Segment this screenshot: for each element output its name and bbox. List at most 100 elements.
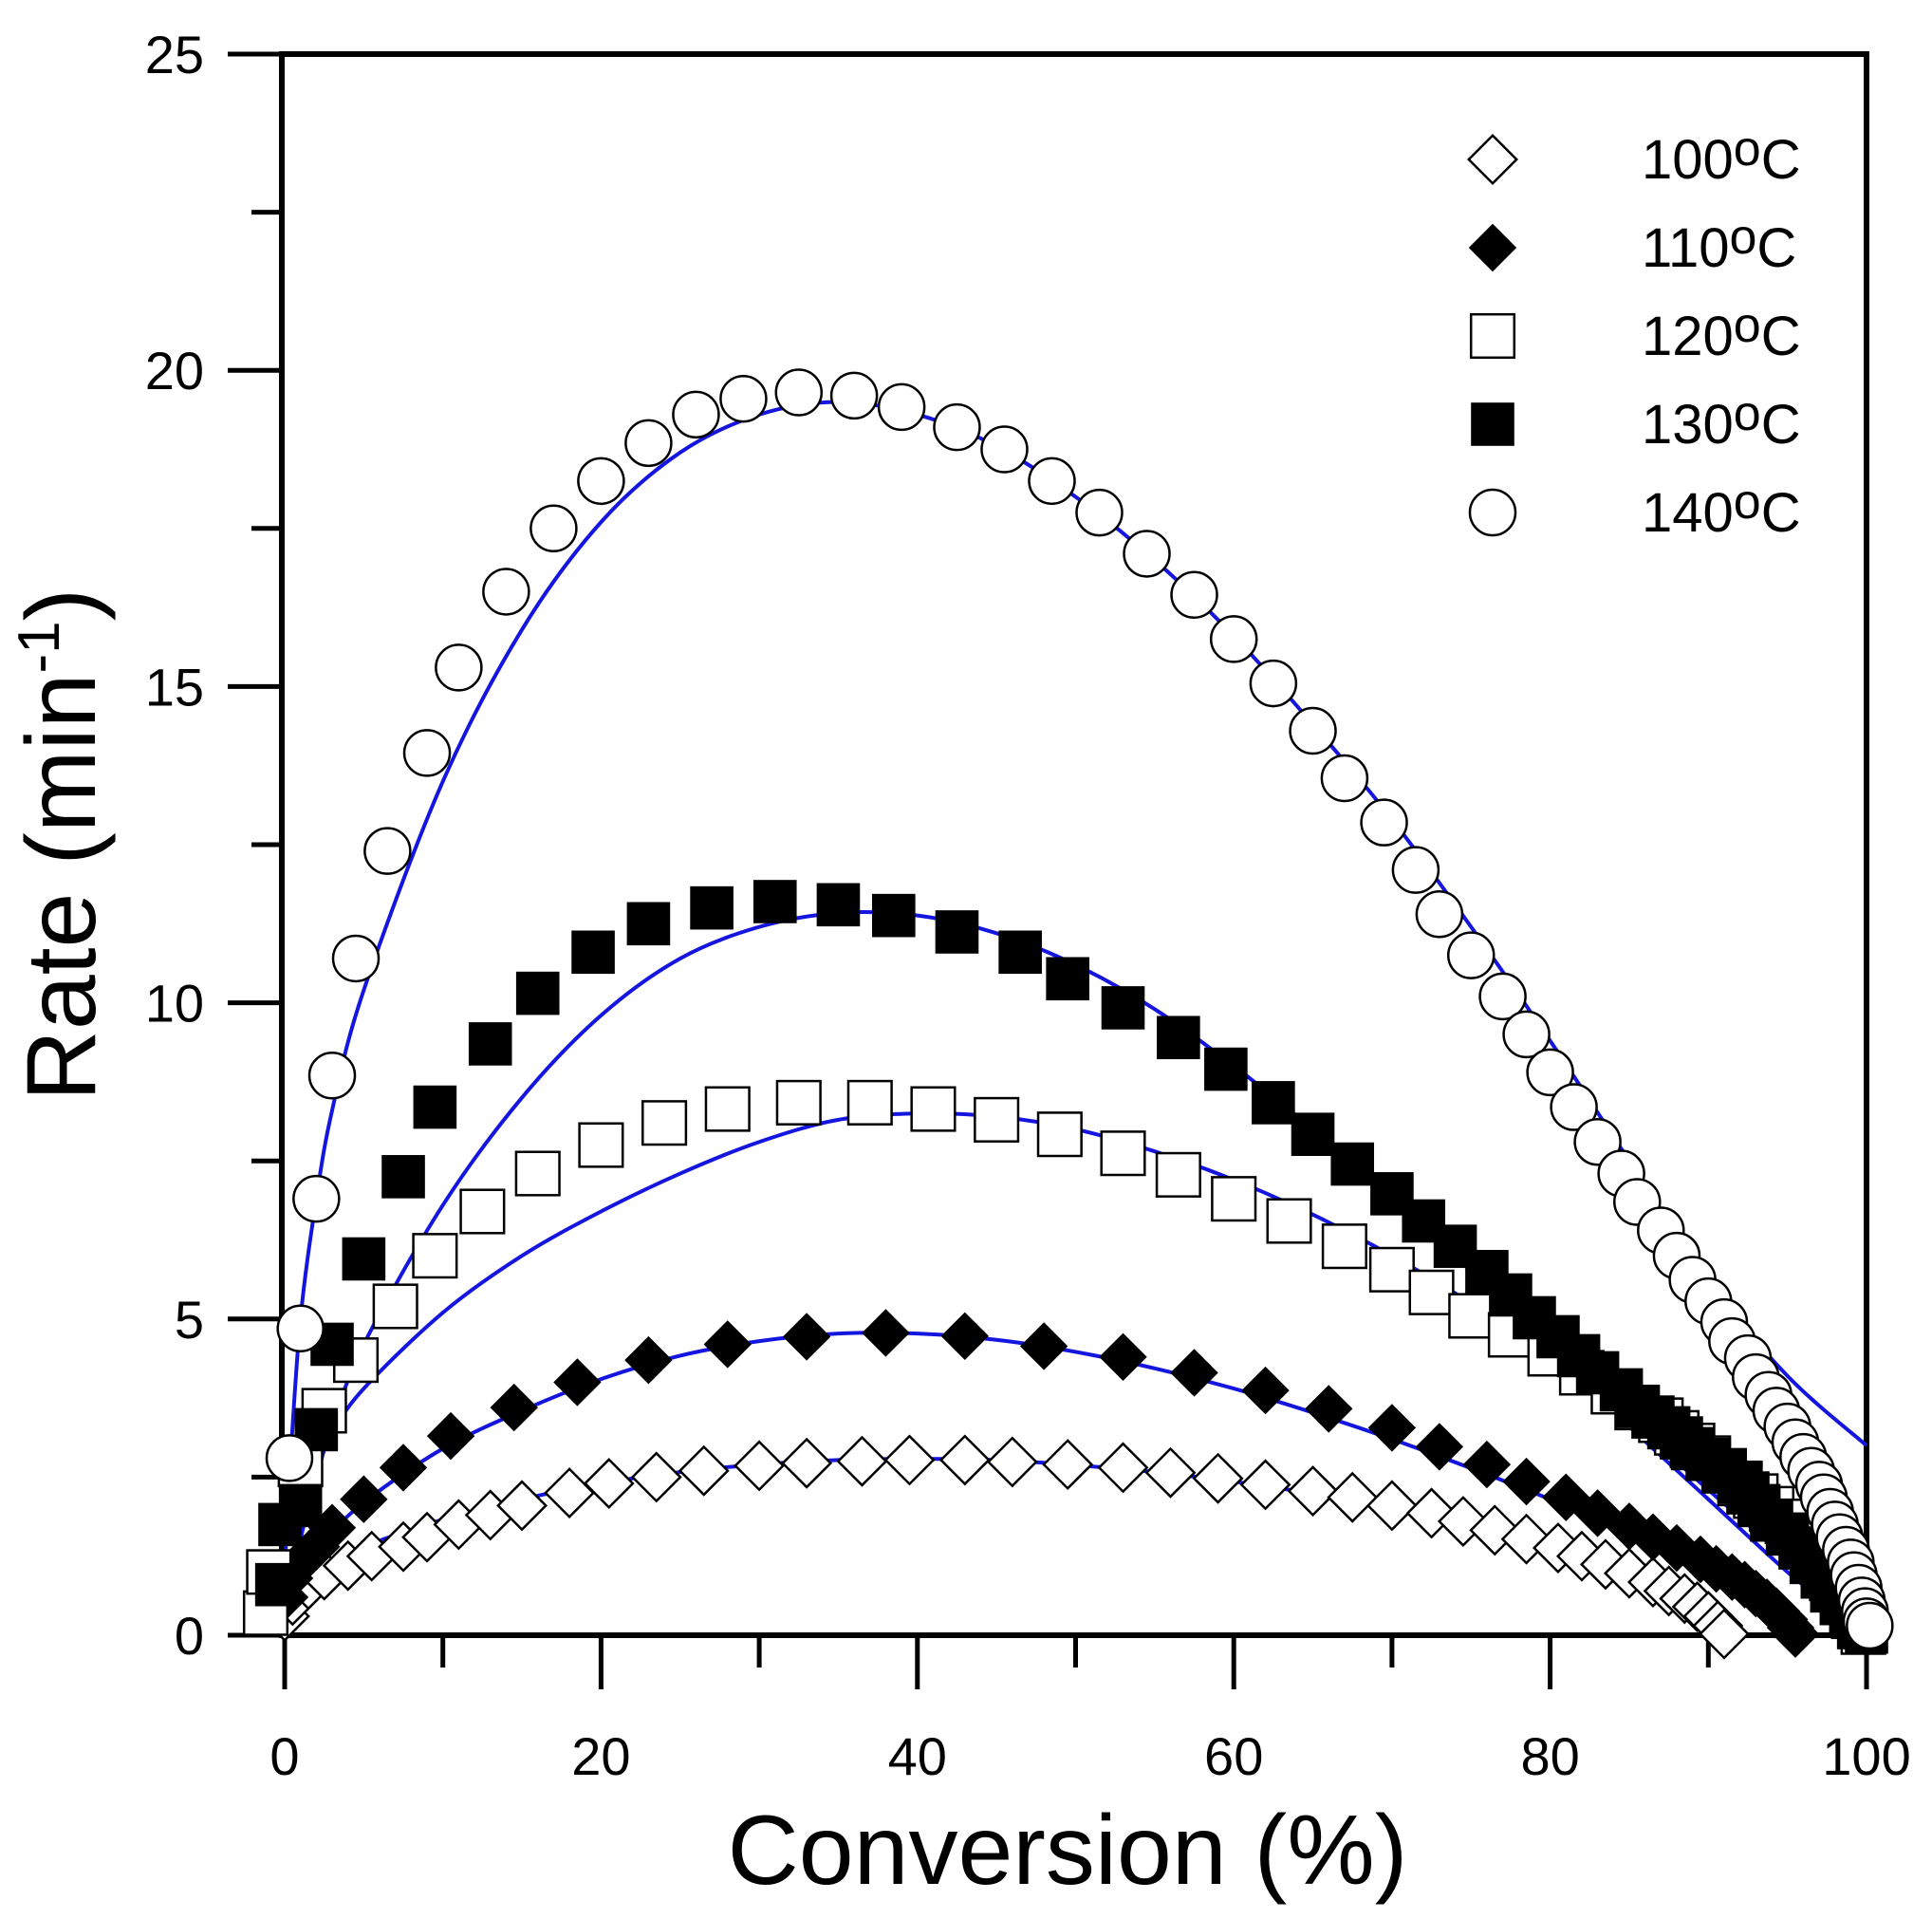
data-point-140 (624, 419, 673, 468)
data-point-110 (1462, 1440, 1512, 1489)
y-axis-ticks: 0 5 10 15 20 25 (145, 25, 282, 1666)
data-point-140 (435, 643, 483, 692)
data-point-100 (1405, 1487, 1458, 1539)
data-point-130 (871, 893, 916, 938)
data-point-100 (583, 1458, 635, 1510)
x-tick-label: 40 (888, 1726, 947, 1786)
legend-marker (1468, 488, 1517, 537)
data-point-130 (752, 880, 797, 923)
x-tick-label: 60 (1204, 1726, 1263, 1786)
x-axis-ticks: 0 20 40 60 80 100 (269, 1635, 1911, 1786)
data-point-120 (1100, 1130, 1146, 1177)
data-point-110 (703, 1320, 752, 1369)
data-point-130 (1046, 957, 1089, 1001)
legend-label: 140oC (1642, 475, 1801, 544)
data-point-140 (1360, 798, 1408, 847)
data-point-100 (1287, 1465, 1339, 1518)
data-point-140 (1550, 1083, 1598, 1131)
data-point-100 (1365, 1480, 1418, 1532)
y-axis-title: Rate (min-1) (7, 588, 117, 1102)
data-point-140 (307, 1051, 357, 1100)
data-point-100 (883, 1434, 936, 1486)
data-point-110 (1676, 1535, 1725, 1584)
data-point-110 (1241, 1366, 1290, 1415)
data-point-110 (379, 1444, 428, 1492)
data-point-140 (1170, 570, 1218, 620)
data-point-140 (933, 402, 981, 452)
data-point-140 (265, 1434, 314, 1482)
y-tick-label: 25 (145, 25, 204, 84)
data-point-100 (1239, 1459, 1291, 1511)
data-point-110 (782, 1313, 831, 1361)
data-point-100 (544, 1467, 596, 1519)
data-point-110 (1415, 1423, 1464, 1471)
data-point-110 (940, 1312, 990, 1360)
data-point-140 (1846, 1601, 1894, 1650)
data-point-110 (862, 1309, 910, 1357)
data-point-110 (1170, 1349, 1218, 1397)
data-point-120 (846, 1079, 893, 1126)
data-point-110 (1019, 1322, 1068, 1370)
data-point-130 (1204, 1047, 1248, 1091)
y-tick-label: 15 (145, 657, 204, 717)
data-point-100 (1469, 1504, 1521, 1556)
data-point-100 (836, 1435, 888, 1487)
data-point-140 (402, 729, 452, 777)
data-point-100 (1699, 1608, 1750, 1660)
data-point-130 (381, 1155, 425, 1199)
data-point-140 (1391, 846, 1440, 894)
data-point-100 (734, 1440, 786, 1492)
data-point-130 (935, 910, 979, 954)
data-point-120 (412, 1233, 458, 1279)
data-point-140 (1447, 931, 1495, 979)
data-point-120 (1408, 1269, 1455, 1315)
data-point-110 (553, 1358, 602, 1407)
data-point-110 (307, 1503, 357, 1552)
data-point-100 (986, 1436, 1038, 1488)
data-point-100 (1500, 1513, 1552, 1565)
data-point-110 (1573, 1489, 1622, 1537)
data-point-120 (1448, 1293, 1495, 1339)
data-point-140 (1075, 488, 1124, 537)
data-point-110 (1367, 1404, 1417, 1452)
data-point-130 (626, 902, 671, 946)
data-point-140 (482, 568, 530, 616)
y-tick-label: 0 (175, 1606, 204, 1666)
data-point-100 (1437, 1496, 1489, 1548)
x-axis-title: Conversion (%) (728, 1796, 1408, 1906)
legend: 100oC 110oC 120oC 130oC 140oC (1467, 121, 1801, 544)
legend-marker (1469, 312, 1516, 360)
data-point-120 (372, 1283, 418, 1330)
data-point-130 (254, 1562, 299, 1607)
data-point-100 (1042, 1439, 1094, 1491)
data-point-120 (641, 1100, 688, 1146)
data-point-130 (816, 883, 861, 927)
data-point-110 (490, 1383, 538, 1432)
data-point-100 (1144, 1446, 1197, 1499)
data-point-100 (938, 1434, 991, 1486)
data-point-100 (781, 1437, 833, 1489)
data-point-140 (980, 425, 1029, 474)
data-point-120 (578, 1122, 624, 1168)
data-point-140 (577, 456, 625, 506)
data-point-110 (340, 1475, 388, 1523)
x-tick-label: 0 (269, 1726, 299, 1786)
data-point-140 (331, 934, 381, 983)
data-point-140 (719, 374, 768, 423)
data-point-140 (292, 1174, 341, 1223)
data-point-140 (877, 382, 926, 432)
data-point-100 (496, 1480, 548, 1532)
data-point-130 (342, 1237, 386, 1281)
data-point-130 (515, 971, 560, 1015)
x-tick-label: 80 (1520, 1726, 1579, 1786)
data-point-110 (1605, 1502, 1654, 1551)
legend-marker (1468, 223, 1517, 272)
data-point-120 (1036, 1111, 1083, 1158)
y-tick-label: 10 (145, 974, 204, 1034)
data-markers (242, 368, 1894, 1660)
legend-label: 100oC (1642, 121, 1801, 191)
data-point-110 (1771, 1610, 1820, 1658)
data-point-130 (1291, 1112, 1335, 1157)
data-point-140 (672, 390, 720, 439)
